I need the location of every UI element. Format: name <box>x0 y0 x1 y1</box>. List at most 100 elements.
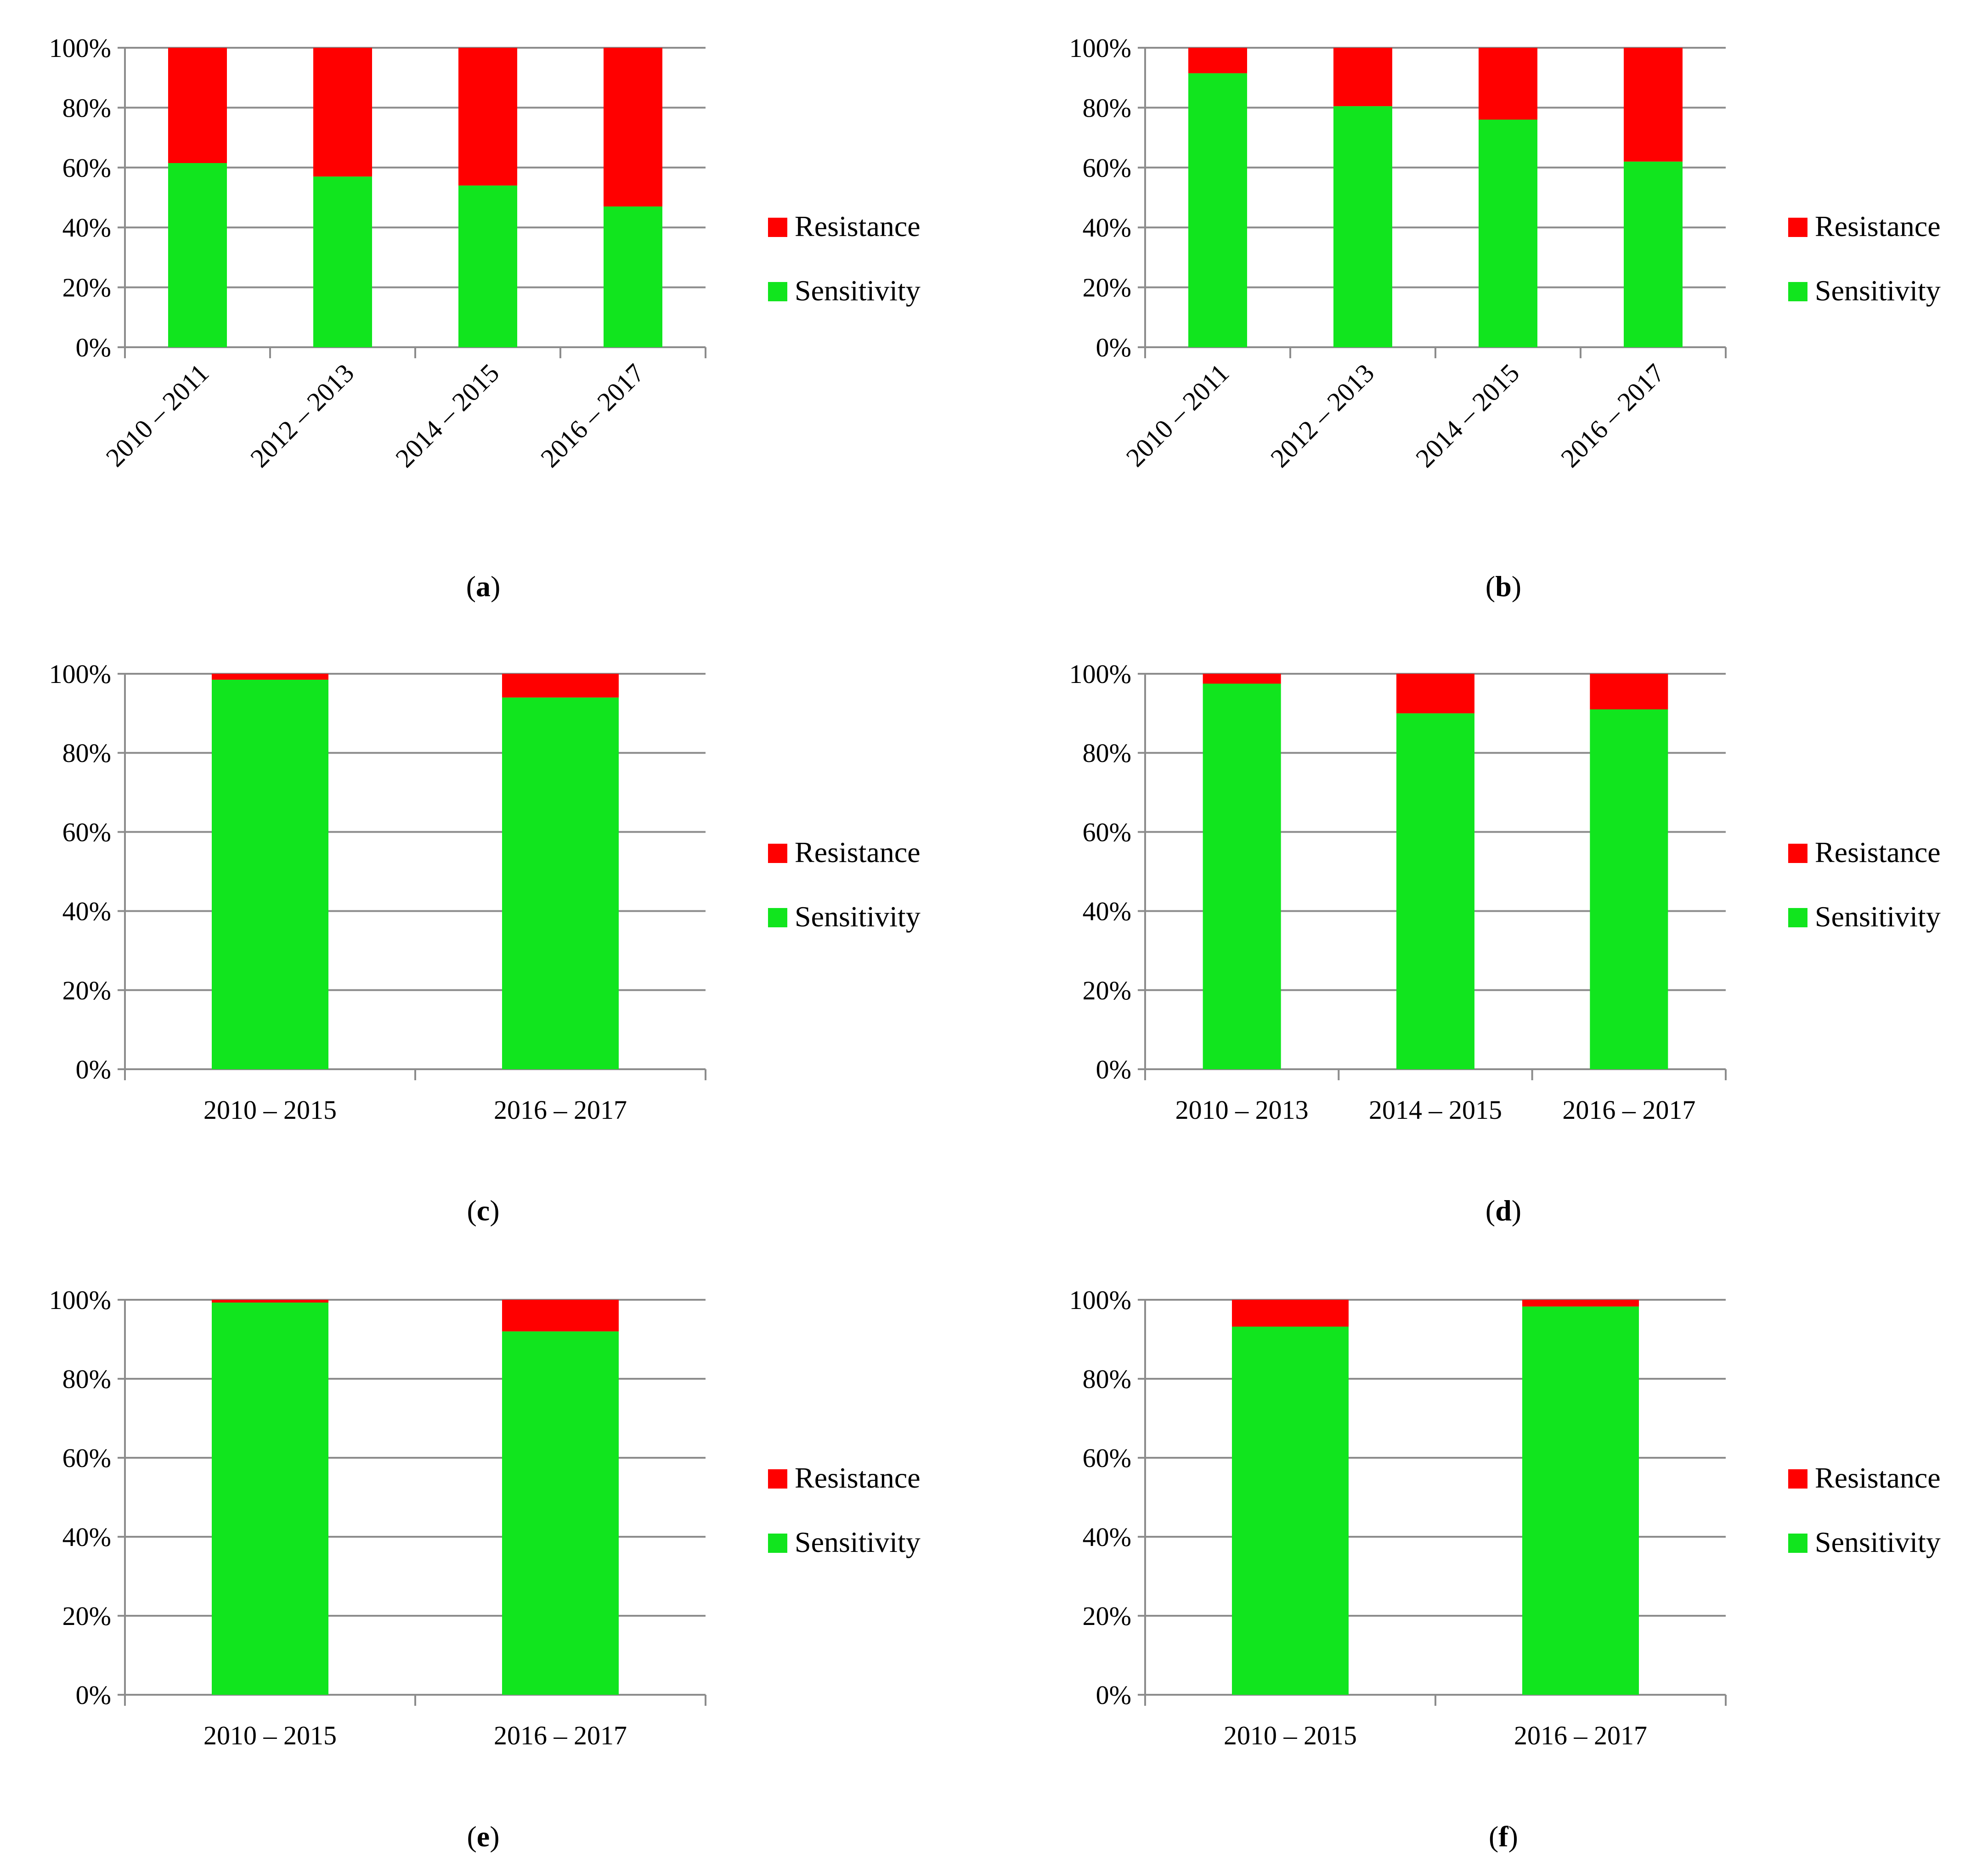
y-tick-label: 0% <box>76 1680 111 1710</box>
x-category-label: 2014 – 2015 <box>390 358 505 473</box>
chart-panel-f: 0% 20% 40% 60% 80% 100% 2010 – 2015 2016 – 2017… <box>1069 1285 1941 1853</box>
bar-sensitivity <box>1203 683 1281 1069</box>
x-category-label: 2016 – 2017 <box>535 358 650 473</box>
legend-label: Resistance <box>795 836 921 869</box>
bar-resistance <box>1188 48 1247 73</box>
bar-sensitivity <box>502 1331 619 1695</box>
x-category-label: 2012 – 2013 <box>244 358 360 473</box>
legend-label: Resistance <box>795 1461 921 1494</box>
x-category-label: 2010 – 2015 <box>203 1720 337 1750</box>
bar-resistance <box>212 674 328 680</box>
legend-label: Sensitivity <box>795 274 921 307</box>
y-tick-label: 100% <box>1069 33 1131 63</box>
legend-swatch <box>1788 1469 1807 1489</box>
bar-resistance <box>168 48 227 164</box>
bar-sensitivity <box>458 185 517 347</box>
y-tick-label: 0% <box>76 333 111 362</box>
y-tick-label: 80% <box>1083 738 1131 768</box>
y-tick-label: 100% <box>49 659 111 689</box>
y-tick-label: 20% <box>62 976 111 1005</box>
bar-sensitivity <box>313 176 372 347</box>
bar-resistance <box>1479 48 1537 120</box>
bar-resistance <box>212 1300 328 1303</box>
x-category-label: 2010 – 2015 <box>1224 1720 1357 1750</box>
y-tick-label: 60% <box>1083 153 1131 183</box>
y-tick-label: 40% <box>1083 897 1131 926</box>
legend-label: Resistance <box>1815 210 1941 243</box>
legend-swatch <box>1788 1534 1807 1553</box>
chart-panel-a: 0% 20% 40% 60% 80% 100% 2010 – 2011 2012 – 2013… <box>49 33 921 603</box>
panel-caption: (f) <box>1489 1820 1518 1853</box>
y-tick-label: 0% <box>1096 1680 1131 1710</box>
legend-swatch <box>768 1469 787 1489</box>
bar-sensitivity <box>1479 119 1537 347</box>
x-category-label: 2012 – 2013 <box>1265 358 1380 473</box>
legend-swatch <box>1788 908 1807 927</box>
x-category-label: 2016 – 2017 <box>1555 358 1670 473</box>
x-category-label: 2014 – 2015 <box>1369 1095 1502 1125</box>
bar-resistance <box>1396 674 1474 714</box>
bar-sensitivity <box>502 697 619 1069</box>
chart-panel-b: 0% 20% 40% 60% 80% 100% 2010 – 2011 2012 – 2013… <box>1069 33 1941 603</box>
x-category-label: 2016 – 2017 <box>494 1095 627 1125</box>
y-tick-label: 40% <box>1083 213 1131 243</box>
legend-swatch <box>768 282 787 301</box>
bar-resistance <box>502 1300 619 1331</box>
x-category-label: 2016 – 2017 <box>1562 1095 1695 1125</box>
x-category-label: 2014 – 2015 <box>1410 358 1525 473</box>
y-tick-label: 60% <box>62 153 111 183</box>
y-tick-label: 20% <box>62 273 111 303</box>
y-tick-label: 0% <box>1096 1055 1131 1084</box>
bar-sensitivity <box>604 206 662 347</box>
y-tick-label: 100% <box>1069 1285 1131 1315</box>
y-tick-label: 20% <box>1083 273 1131 303</box>
bar-sensitivity <box>168 163 227 347</box>
bar-sensitivity <box>1188 73 1247 348</box>
legend-label: Sensitivity <box>1815 1526 1941 1558</box>
y-tick-label: 80% <box>62 1364 111 1394</box>
bar-resistance <box>1590 674 1668 710</box>
bar-resistance <box>458 48 517 186</box>
bar-sensitivity <box>212 1303 328 1695</box>
y-tick-label: 60% <box>1083 1443 1131 1473</box>
y-tick-label: 40% <box>62 1522 111 1552</box>
legend-label: Sensitivity <box>1815 274 1941 307</box>
legend-label: Resistance <box>1815 836 1941 869</box>
panel-caption: (a) <box>466 570 501 603</box>
legend-swatch <box>768 218 787 237</box>
y-tick-label: 40% <box>62 213 111 243</box>
bar-resistance <box>502 674 619 698</box>
chart-panel-e: 0% 20% 40% 60% 80% 100% 2010 – 2015 2016 – 2017… <box>49 1285 921 1853</box>
y-tick-label: 80% <box>1083 93 1131 123</box>
y-tick-label: 0% <box>76 1055 111 1084</box>
bar-resistance <box>604 48 662 207</box>
panel-caption: (c) <box>467 1194 499 1227</box>
y-tick-label: 80% <box>62 738 111 768</box>
legend-label: Sensitivity <box>795 1526 921 1558</box>
bar-resistance <box>1522 1300 1639 1307</box>
bar-sensitivity <box>1396 713 1474 1069</box>
bar-sensitivity <box>1590 709 1668 1069</box>
chart-panel-c: 0% 20% 40% 60% 80% 100% 2010 – 2015 2016 – 2017… <box>49 659 921 1227</box>
bar-sensitivity <box>1333 106 1392 347</box>
x-category-label: 2010 – 2011 <box>100 358 215 473</box>
x-category-label: 2010 – 2013 <box>1175 1095 1309 1125</box>
x-category-label: 2010 – 2015 <box>203 1095 337 1125</box>
legend-label: Sensitivity <box>1815 900 1941 933</box>
x-category-label: 2016 – 2017 <box>1514 1720 1647 1750</box>
legend-label: Sensitivity <box>795 900 921 933</box>
x-category-label: 2016 – 2017 <box>494 1720 627 1750</box>
legend-swatch <box>768 1534 787 1553</box>
legend-swatch <box>768 844 787 863</box>
x-category-label: 2010 – 2011 <box>1120 358 1235 473</box>
legend-swatch <box>1788 218 1807 237</box>
bar-resistance <box>1232 1300 1349 1327</box>
bar-sensitivity <box>1232 1326 1349 1695</box>
bar-sensitivity <box>212 679 328 1069</box>
panel-caption: (d) <box>1485 1194 1521 1227</box>
y-tick-label: 20% <box>1083 976 1131 1005</box>
y-tick-label: 100% <box>49 33 111 63</box>
y-tick-label: 100% <box>1069 659 1131 689</box>
y-tick-label: 60% <box>62 817 111 847</box>
